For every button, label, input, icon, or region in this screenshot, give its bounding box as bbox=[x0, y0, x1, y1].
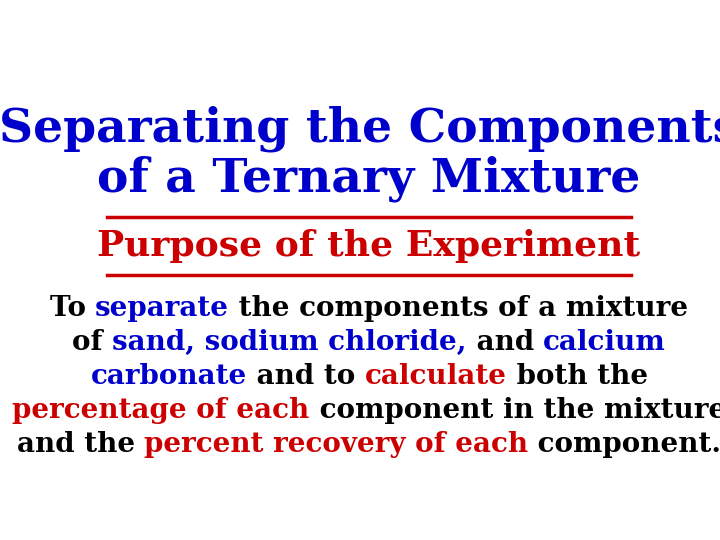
Text: percent recovery of each: percent recovery of each bbox=[144, 431, 528, 458]
Text: and to: and to bbox=[247, 363, 364, 390]
Text: the components of a mixture: the components of a mixture bbox=[229, 294, 688, 321]
Text: separate: separate bbox=[95, 294, 229, 321]
Text: calculate: calculate bbox=[364, 363, 506, 390]
Text: component.: component. bbox=[528, 431, 720, 458]
Text: calcium: calcium bbox=[544, 329, 666, 356]
Text: of: of bbox=[72, 329, 112, 356]
Text: Purpose of the Experiment: Purpose of the Experiment bbox=[97, 228, 641, 262]
Text: of a Ternary Mixture: of a Ternary Mixture bbox=[97, 156, 641, 202]
Text: sand, sodium chloride,: sand, sodium chloride, bbox=[112, 329, 467, 356]
Text: both the: both the bbox=[506, 363, 647, 390]
Text: Separating the Components: Separating the Components bbox=[0, 106, 720, 152]
Text: percentage of each: percentage of each bbox=[12, 397, 310, 424]
Text: and: and bbox=[467, 329, 544, 356]
Text: and the: and the bbox=[17, 431, 144, 458]
Text: To: To bbox=[50, 294, 95, 321]
Text: component in the mixture: component in the mixture bbox=[310, 397, 720, 424]
Text: carbonate: carbonate bbox=[91, 363, 247, 390]
